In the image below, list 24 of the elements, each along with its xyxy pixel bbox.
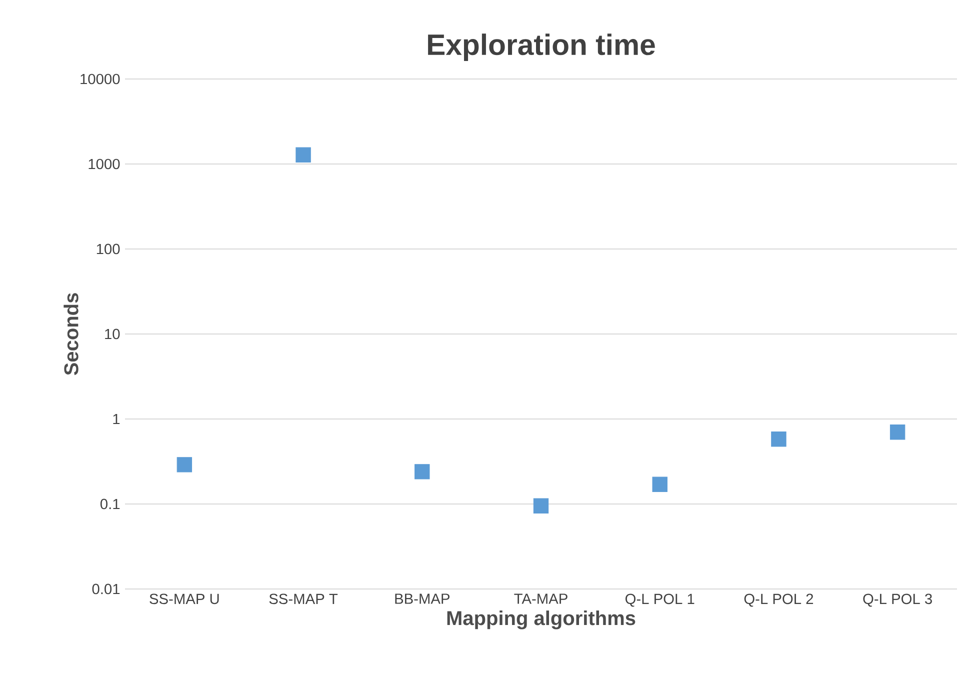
point: [414, 464, 430, 480]
chart-title: Exploration time: [428, 34, 655, 61]
point: [652, 476, 668, 492]
y-tick-label: 100: [96, 244, 120, 254]
y-tick-label: 10000: [80, 74, 120, 84]
y-tick-label: 1000: [88, 158, 120, 170]
x-tick-label: Q-L POL 2: [744, 594, 814, 607]
x-axis-title: Mapping algorithms: [447, 610, 636, 630]
point: [890, 424, 906, 440]
x-tick-label: BB-MAP: [395, 594, 450, 604]
x-tick-label: Q-L POL 1: [625, 594, 694, 607]
x-tick-label: Q-L POL 3: [863, 594, 932, 607]
point: [771, 431, 786, 447]
x-tick-label: TA-MAP: [514, 594, 568, 604]
x-tick-label: SS-MAP T: [269, 594, 338, 604]
y-tick-label: 0.1: [100, 498, 120, 510]
y-tick-label: 10: [105, 328, 120, 340]
point: [176, 457, 192, 472]
y-tick-label: 0.01: [92, 584, 120, 594]
y-axis-title: Seconds: [64, 293, 78, 376]
x-tick-label: SS-MAP U: [150, 594, 219, 604]
point: [296, 147, 311, 162]
y-tick-label: 1: [113, 414, 120, 424]
point: [533, 498, 549, 514]
